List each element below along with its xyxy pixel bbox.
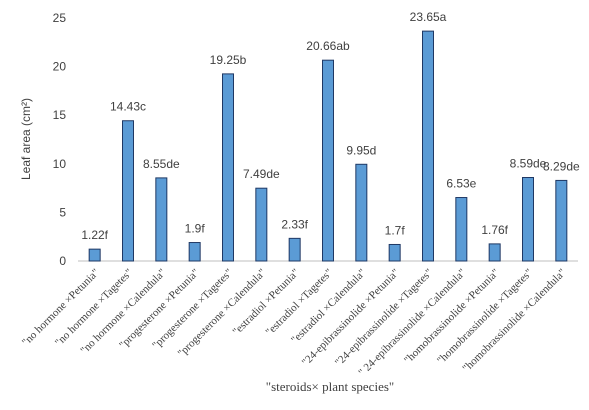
bar [555, 179, 568, 262]
data-label: 8.29de [543, 159, 580, 173]
data-label: 23.65a [410, 10, 447, 24]
data-label: 1.76f [481, 223, 508, 237]
y-tick-label: 5 [59, 205, 66, 219]
y-tick-label: 20 [53, 60, 67, 74]
bar [188, 242, 201, 262]
data-label: 1.7f [385, 223, 406, 237]
bar [255, 187, 268, 262]
bar [455, 197, 468, 262]
y-tick-label: 10 [53, 157, 67, 171]
data-label: 8.55de [143, 157, 180, 171]
y-axis-title: Leaf area (cm²) [19, 98, 33, 180]
data-label: 20.66ab [306, 39, 350, 53]
bar [522, 177, 534, 262]
bar [122, 120, 134, 262]
bar [488, 243, 501, 262]
data-label: 1.22f [81, 228, 108, 242]
bar [88, 248, 101, 262]
y-tick-label: 25 [53, 11, 67, 25]
data-label: 9.95d [346, 143, 376, 157]
bar [322, 59, 334, 262]
x-axis-title: "steroids× plant species" [266, 379, 394, 394]
bar [422, 30, 434, 262]
bar [288, 237, 301, 262]
data-label: 14.43c [110, 100, 146, 114]
bar [388, 243, 401, 262]
data-label: 1.9f [185, 222, 206, 236]
y-tick-label: 15 [53, 108, 67, 122]
data-label: 6.53e [446, 177, 476, 191]
data-label: 8.59de [510, 157, 547, 171]
bar [155, 177, 168, 262]
y-tick-label: 0 [59, 254, 66, 268]
data-label: 19.25b [210, 53, 247, 67]
data-label: 2.33f [281, 217, 308, 231]
bar [222, 73, 234, 262]
data-label: 7.49de [243, 167, 280, 181]
bar [355, 163, 368, 262]
